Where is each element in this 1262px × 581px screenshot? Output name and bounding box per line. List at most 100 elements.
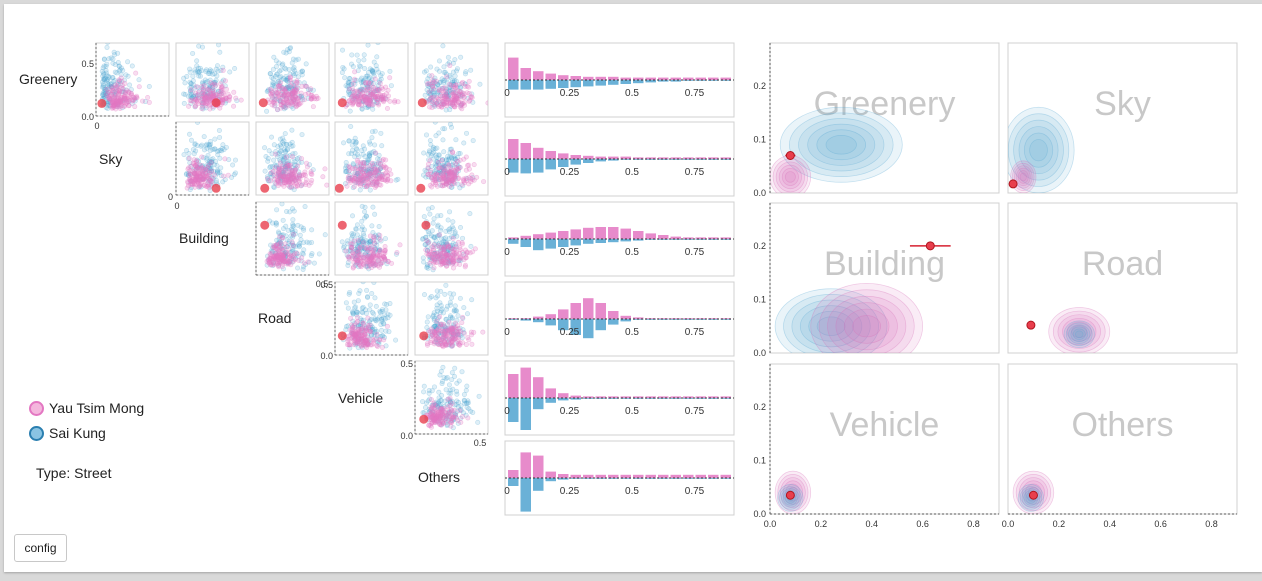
density-contour: [1065, 322, 1093, 346]
panel-watermark-label: Building: [824, 245, 945, 283]
bar-pink: [608, 76, 619, 80]
bar-blue: [683, 159, 694, 160]
cell-frame: [334, 201, 409, 276]
bar-pink: [645, 396, 656, 398]
type-label: Type: Street: [36, 465, 112, 481]
bar-blue: [570, 478, 581, 479]
bar-pink: [683, 237, 694, 239]
density-contour: [1014, 165, 1033, 189]
bar-pink: [533, 147, 544, 159]
tick-label: 0: [94, 121, 99, 131]
panel-watermark-label: Road: [1082, 245, 1163, 283]
density-contour: [827, 295, 907, 353]
tick-label: 0.0: [81, 112, 94, 122]
bar-pink: [583, 298, 594, 319]
density-contour: [791, 299, 871, 353]
bar-pink: [583, 227, 594, 239]
bar-blue: [695, 319, 706, 320]
scatter-cell-building-vehicle: [334, 201, 409, 276]
bar-pink: [620, 228, 631, 239]
bar-pink: [545, 73, 556, 80]
panel-frame: [769, 42, 1000, 194]
bar-pink: [670, 77, 681, 80]
density-contour: [843, 308, 890, 344]
bar-pink: [645, 233, 656, 239]
panel-frame: [769, 202, 1000, 354]
bar-blue: [533, 80, 544, 90]
x-tick-label: 0.2: [1053, 519, 1066, 529]
scatter-points: [97, 43, 152, 112]
bar-pink: [633, 77, 644, 80]
bar-pink: [533, 71, 544, 80]
cell-frame: [414, 201, 489, 276]
bar-blue: [570, 80, 581, 88]
bar-blue: [520, 398, 531, 430]
bar-pink: [720, 157, 731, 159]
bar-blue: [695, 159, 706, 160]
scatter-points: [419, 364, 482, 431]
bar-pink: [708, 77, 719, 80]
x-tick-label: 0.5: [625, 167, 639, 178]
density-panel-sky: Sky: [1007, 42, 1238, 194]
scatter-cell-greenery-others: [414, 42, 489, 117]
density-contour: [825, 135, 857, 155]
bar-blue: [683, 478, 694, 479]
density-panel-vehicle: Vehicle 0.0 0.1 0.2 0.0 0.2 0.4 0.6 0.8: [753, 363, 1000, 529]
bar-pink: [633, 157, 644, 159]
highlight-point: [419, 414, 429, 424]
bar-blue: [620, 80, 631, 84]
x-tick-label: 0.6: [916, 519, 929, 529]
bar-pink: [583, 76, 594, 80]
density-panel-road: Road: [1007, 202, 1238, 354]
bar-blue: [545, 398, 556, 403]
bar-pink: [670, 396, 681, 398]
density-contour: [1017, 170, 1029, 184]
density-contour: [1018, 126, 1059, 175]
density-contour: [1008, 113, 1070, 187]
bar-pink: [508, 139, 519, 159]
bar-pink: [508, 57, 519, 80]
bar-pink: [708, 237, 719, 239]
panel-frame: [1007, 363, 1238, 515]
density-contour: [1019, 172, 1027, 182]
config-button[interactable]: config: [14, 534, 67, 562]
x-tick-label: 0.0: [1002, 519, 1015, 529]
tick-label: 0: [174, 201, 179, 211]
scatter-cell-road-others: [414, 281, 489, 356]
bar-pink: [583, 155, 594, 159]
highlight-point: [211, 183, 221, 193]
x-tick-label: 0.8: [967, 519, 980, 529]
bar-blue: [670, 159, 681, 160]
bar-pink: [658, 474, 669, 478]
bar-pink: [658, 77, 669, 80]
bar-pink: [695, 237, 706, 239]
cell-frame: [414, 281, 489, 356]
x-tick-label: 0: [504, 486, 510, 497]
legend-item-sai-kung[interactable]: Sai Kung: [29, 425, 106, 441]
x-tick-label: 0.4: [866, 519, 879, 529]
bar-pink: [658, 235, 669, 239]
density-contour: [784, 171, 796, 183]
highlight-point: [97, 98, 107, 108]
highlight-point: [337, 331, 347, 341]
highlight-point: [421, 220, 431, 230]
bar-blue: [683, 80, 694, 81]
bar-pink: [608, 311, 619, 319]
bar-pink: [658, 396, 669, 398]
x-tick-label: 0: [504, 88, 510, 99]
density-contours: [1008, 106, 1075, 193]
density-contour: [1048, 307, 1111, 353]
x-tick-label: 0.25: [560, 88, 580, 99]
bar-blue: [545, 80, 556, 89]
app-window: Greenery Sky Building Road Vehicle Others 0.5 0…: [4, 4, 1262, 572]
cell-frame: [255, 42, 330, 117]
bar-pink: [683, 474, 694, 478]
x-tick-label: 0.75: [685, 486, 705, 497]
bar-pink: [595, 303, 606, 319]
bar-pink: [645, 157, 656, 159]
legend-item-yau-tsim-mong[interactable]: Yau Tsim Mong: [29, 400, 144, 416]
x-tick-label: 0.5: [625, 406, 639, 417]
x-tick-label: 0: [504, 406, 510, 417]
bar-blue: [583, 319, 594, 339]
bar-pink: [620, 77, 631, 80]
